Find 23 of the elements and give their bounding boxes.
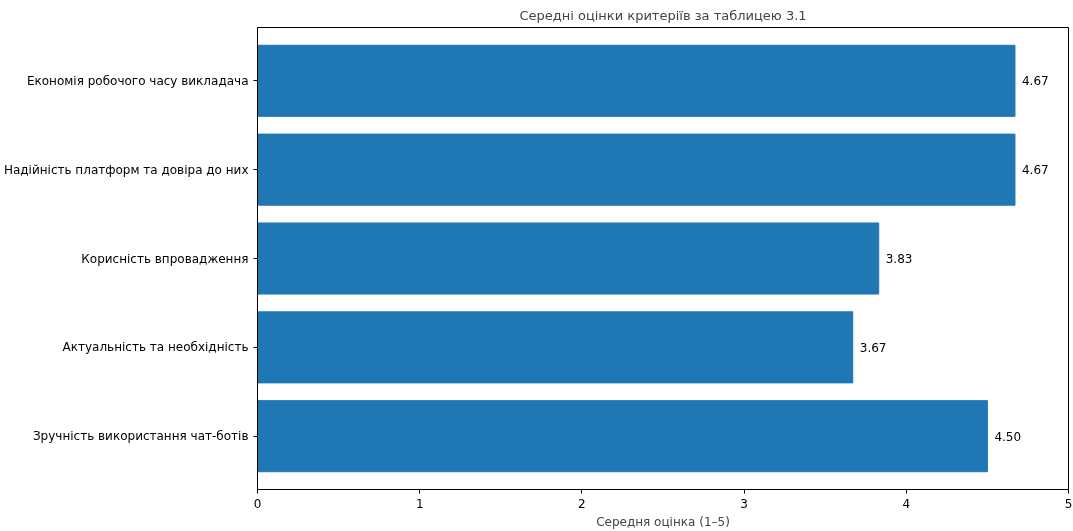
data-label: 4.67: [1021, 74, 1049, 89]
data-label: 3.83: [885, 252, 913, 266]
y-tick-label: Економія робочого часу викладача: [26, 73, 249, 88]
x-tick-label: 3: [740, 496, 748, 511]
x-tick-label: 2: [578, 496, 586, 511]
y-tick-label: Актуальність та необхідність: [62, 340, 249, 355]
y-tick-label: Корисність впровадження: [81, 251, 249, 266]
bar: [257, 222, 880, 295]
data-label: 4.67: [1021, 163, 1049, 178]
x-axis-title: Середня оцінка (1–5): [596, 514, 730, 529]
x-tick-label: 4: [902, 496, 911, 511]
x-tick-label: 1: [415, 496, 424, 511]
bar: [257, 400, 988, 473]
data-label: 3.67: [859, 340, 887, 355]
y-tick-label: Зручність використання чат-ботів: [32, 429, 249, 444]
bar: [257, 311, 854, 384]
data-label: 4.50: [994, 429, 1022, 444]
x-tick-label: 0: [253, 496, 262, 511]
bar: [257, 44, 1016, 117]
chart-title: Середні оцінки критеріїв за таблицею 3.1: [519, 7, 807, 23]
x-tick-label: 5: [1064, 496, 1073, 511]
y-tick-label: Надійність платформ та довіра до них: [3, 162, 249, 177]
bar: [257, 133, 1016, 206]
